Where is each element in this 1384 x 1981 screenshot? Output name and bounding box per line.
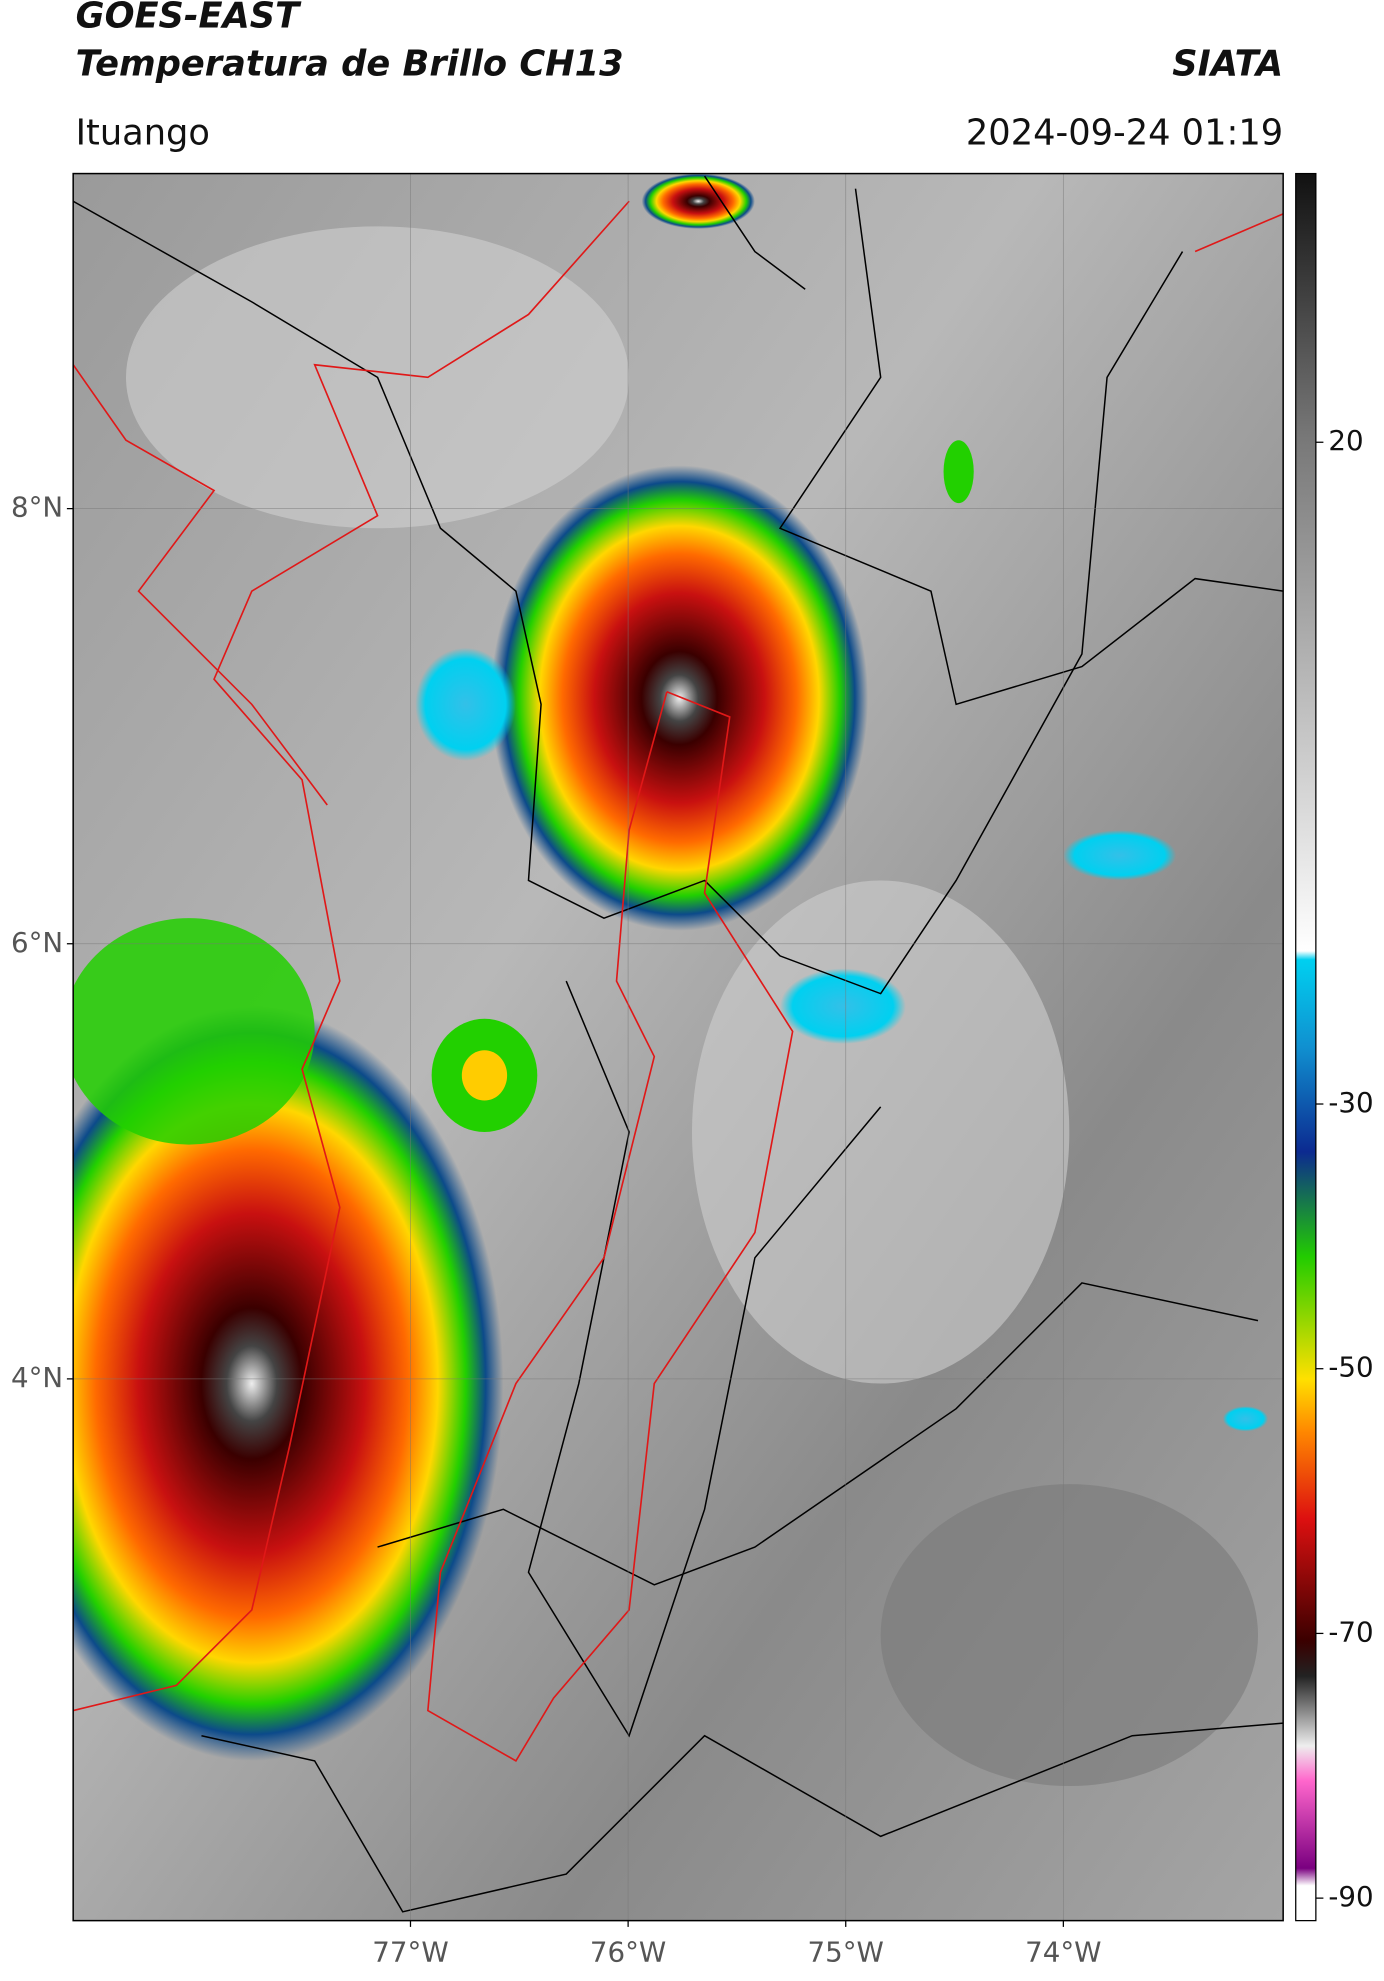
org: SIATA — [1172, 43, 1283, 84]
lat-label: 6°N — [11, 926, 63, 959]
lon-label: 75°W — [808, 1935, 884, 1968]
colorbar-label: -50 — [1328, 1351, 1373, 1384]
lon-label: 76°W — [590, 1935, 666, 1968]
satellite-image — [73, 173, 1284, 1921]
colorbar-label: -70 — [1328, 1615, 1373, 1648]
colorbar-label: 20 — [1328, 424, 1363, 457]
colorbar — [1295, 172, 1317, 1922]
lon-label: 74°W — [1025, 1935, 1101, 1968]
lat-label: 4°N — [11, 1361, 63, 1394]
title: GOES-EAST — [76, 0, 302, 37]
timestamp: 2024-09-24 01:19 — [966, 113, 1283, 154]
colorbar-label: -30 — [1328, 1086, 1373, 1119]
subtitle: Temperatura de Brillo CH13 — [76, 43, 624, 84]
colorbar-label: -90 — [1328, 1880, 1373, 1913]
region: Ituango — [76, 113, 210, 154]
lon-label: 77°W — [372, 1935, 448, 1968]
map-frame — [72, 172, 1284, 1922]
lat-label: 8°N — [11, 491, 63, 524]
